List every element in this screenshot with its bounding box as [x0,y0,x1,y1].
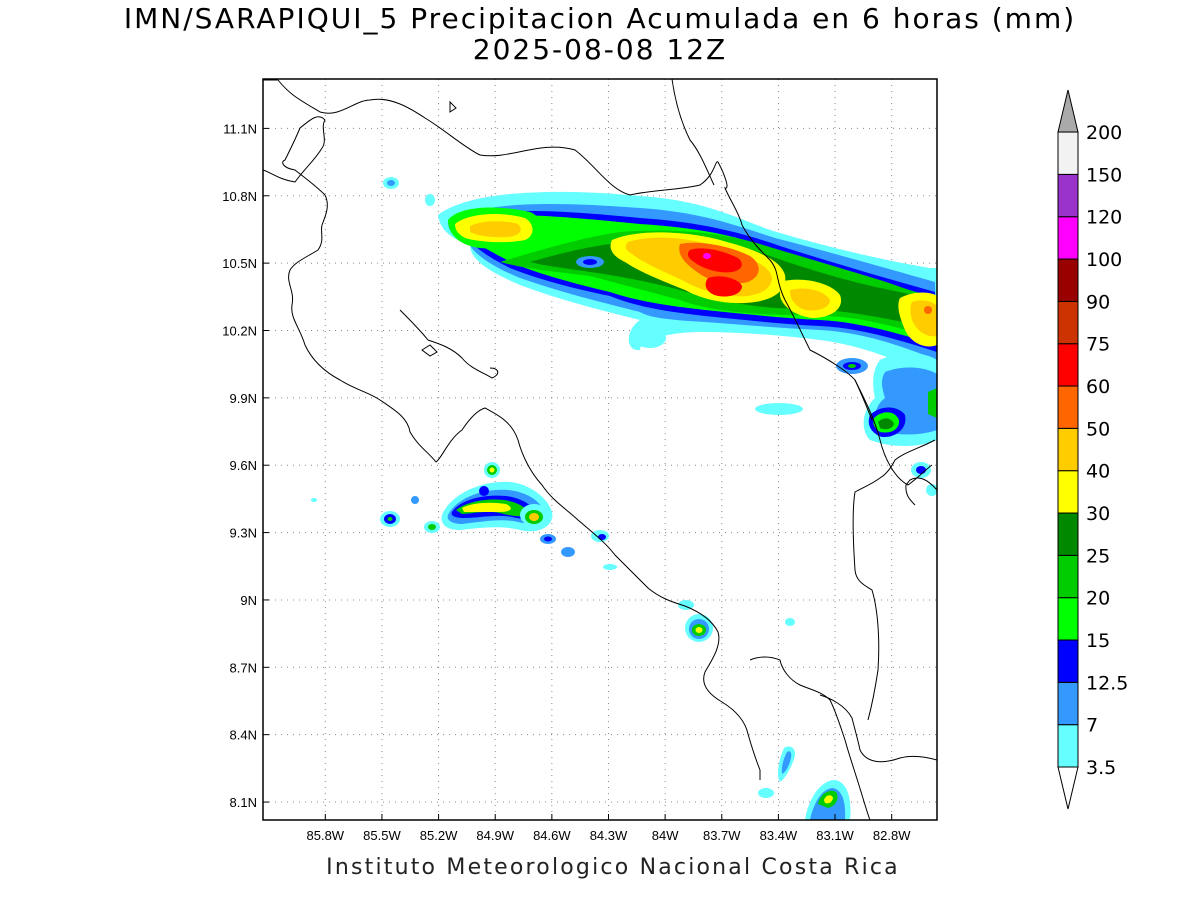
colorbar-label: 12.5 [1086,672,1128,694]
map-valid-time: 2025-08-08 12Z [472,33,728,66]
colorbar-label: 15 [1086,630,1110,652]
colorbar-label: 150 [1086,164,1122,186]
colorbar-label: 60 [1086,376,1110,398]
lon-tick-label: 84.9W [476,828,514,843]
colorbar-label: 40 [1086,461,1110,483]
colorbar-label: 90 [1086,291,1110,313]
colorbar-swatch [1057,216,1079,260]
colorbar-swatch [1057,343,1079,387]
colorbar-swatch [1057,639,1079,683]
lat-tick-label: 8.7N [230,660,257,675]
lat-tick-label: 9.6N [230,458,257,473]
colorbar-labels: 3.5 7 12.5 15 20 25 30 40 50 60 75 90 100 120 150 200 [1086,122,1128,779]
caribbean-coast [852,439,937,721]
colorbar-label: 50 [1086,418,1110,440]
nicaragua-lakeshore [671,79,715,186]
pacific-coast-north [263,79,761,780]
lake-island [449,100,457,113]
lon-tick-label: 83.7W [703,828,741,843]
precipitation-field [311,177,937,820]
lat-tick-label: 8.1N [230,795,257,810]
colorbar-swatch [1057,131,1079,175]
lon-tick-label: 82.8W [873,828,911,843]
colorbar-swatch [1057,470,1079,514]
colorbar-label: 75 [1086,334,1110,356]
lat-tick-label: 9N [240,593,257,608]
colorbar-bottom-triangle [1057,766,1079,810]
precip-caribbean-cells [634,328,937,496]
colorbar-swatch [1057,724,1079,768]
lon-tick-label: 85.2W [420,828,458,843]
lon-tick-label: 83.4W [760,828,798,843]
lat-tick-label: 10.8N [222,189,257,204]
nicaragua-border [277,79,873,421]
lat-tick-label: 11.1N [223,121,257,136]
colorbar-swatch [1057,512,1079,556]
latitude-tick-labels: 11.1N 10.8N 10.5N 10.2N 9.9N 9.6N 9.3N 9N 8.7N 8.… [222,121,269,810]
colorbar-swatch [1057,427,1079,472]
lon-tick-label: 84W [652,828,679,843]
colorbar-label: 25 [1086,545,1110,567]
colorbar-label: 200 [1086,122,1122,144]
lon-tick-label: 85.8W [307,828,345,843]
colorbar-label: 20 [1086,588,1110,610]
lat-tick-label: 8.4N [230,728,257,743]
precip-band-north [438,191,937,380]
golfito-coast [819,694,937,763]
colorbar-swatch [1057,258,1079,302]
lat-tick-label: 9.9N [230,391,257,406]
nicoya-island [421,344,438,357]
colorbar-swatch [1057,385,1079,429]
footer-credit: Instituto Meteorologico Nacional Costa R… [326,855,900,880]
colorbar [1057,89,1079,810]
colorbar-top-triangle [1057,89,1079,133]
map-frame [262,78,938,821]
colorbar-swatch [1057,300,1079,345]
colorbar-label: 3.5 [1086,757,1116,779]
osa-peninsula [749,656,871,820]
precip-south-cells [678,600,851,820]
nicoya-gulf [399,309,499,379]
colorbar-label: 30 [1086,503,1110,525]
coastline [263,79,937,820]
colorbar-swatch [1057,554,1079,599]
lon-tick-label: 85.5W [363,828,401,843]
colorbar-swatch [1057,681,1079,726]
panama-border [854,379,933,486]
colorbar-swatch [1057,597,1079,641]
lat-tick-label: 9.3N [230,526,257,541]
colorbar-label: 100 [1086,249,1122,271]
precip-central-pacific [311,177,617,570]
lat-tick-label: 10.2N [222,323,257,338]
lon-tick-label: 84.3W [590,828,628,843]
colorbar-swatch [1057,173,1079,218]
longitude-tick-labels: 85.8W 85.5W 85.2W 84.9W 84.6W 84.3W 84W 83.7W 83… [307,814,911,843]
map-title: IMN/SARAPIQUI_5 Precipitacion Acumulada … [123,2,1077,35]
map-background [263,79,937,820]
lon-tick-label: 83.1W [816,828,854,843]
colorbar-label: 120 [1086,207,1122,229]
colorbar-label: 7 [1086,715,1098,737]
lat-tick-label: 10.5N [222,256,257,271]
lon-tick-label: 84.6W [533,828,571,843]
